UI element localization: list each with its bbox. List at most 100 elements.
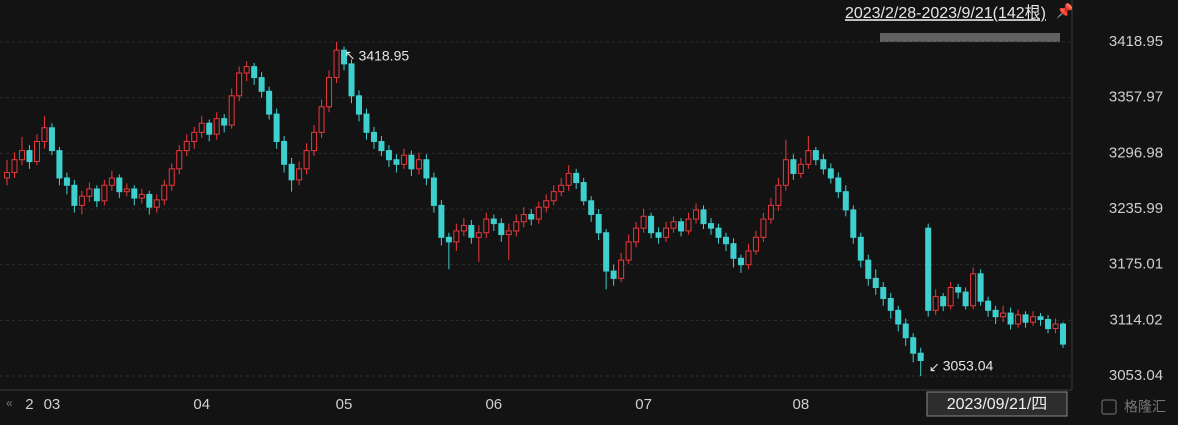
candle-body — [708, 223, 714, 229]
candle-body — [842, 191, 849, 211]
candle-body — [663, 227, 670, 238]
candle-body — [827, 168, 834, 179]
candle-body — [790, 159, 797, 174]
candle-body — [341, 49, 348, 65]
x-tick-label: 04 — [193, 396, 210, 413]
candle-body — [925, 227, 932, 311]
candle-body — [1000, 312, 1007, 318]
candle-body — [558, 184, 565, 193]
candle-body — [183, 140, 190, 152]
candle-body — [93, 188, 100, 202]
candle-body — [992, 309, 999, 318]
candle-body — [296, 168, 303, 181]
candle-body — [26, 150, 33, 163]
pin-icon[interactable]: 📌 — [1056, 2, 1074, 20]
candle-body — [326, 77, 333, 108]
candle-body — [543, 200, 550, 208]
range-title[interactable]: 2023/2/28-2023/9/21(142根) — [845, 4, 1046, 22]
candle-body — [670, 221, 677, 229]
candle-body — [4, 172, 10, 179]
date-box — [926, 391, 1068, 417]
candle-body — [1060, 323, 1066, 345]
candle-body — [56, 150, 63, 179]
candle-body — [370, 131, 377, 142]
candle-body — [468, 224, 475, 238]
watermark: 格隆汇 — [1124, 399, 1166, 415]
candle-body — [101, 184, 108, 202]
watermark-logo — [1101, 399, 1117, 415]
candle-body — [880, 287, 887, 299]
candle-body — [266, 90, 273, 115]
candle-body — [408, 154, 415, 170]
candle-body — [1045, 318, 1052, 330]
candle-body — [565, 172, 572, 186]
candle-body — [86, 188, 93, 197]
candle-body — [363, 113, 370, 133]
candle-body — [932, 296, 939, 311]
candle-body — [655, 232, 662, 238]
candle-body — [415, 159, 422, 170]
candle-body — [221, 118, 228, 126]
candle-body — [1052, 323, 1059, 330]
candle-body — [947, 287, 954, 307]
candle-body — [775, 184, 782, 206]
candle-body — [228, 95, 235, 126]
candle-body — [475, 232, 482, 238]
candle-body — [213, 118, 220, 135]
y-tick-label: 3418.95 — [1109, 33, 1163, 50]
candle-body — [648, 215, 655, 234]
candle-body — [693, 209, 700, 220]
candle-body — [78, 195, 85, 206]
candle-body — [895, 309, 902, 325]
candle-body — [970, 273, 977, 307]
candle-body — [955, 287, 962, 293]
candle-body — [146, 193, 153, 208]
x-tick-label: 08 — [793, 396, 810, 413]
candle-body — [356, 95, 362, 115]
candle-body — [902, 323, 909, 339]
candle-body — [940, 296, 947, 307]
candle-body — [678, 221, 685, 232]
candle-body — [985, 300, 992, 311]
candle-body — [460, 224, 467, 232]
candle-body — [820, 159, 827, 170]
candle-body — [1022, 314, 1029, 323]
candle-body — [393, 159, 400, 165]
scroll-left-icon[interactable]: « — [6, 396, 13, 410]
progress-strip — [880, 33, 1060, 42]
candle-body — [176, 150, 183, 170]
candle-body — [161, 184, 168, 201]
candle-body — [685, 218, 692, 232]
candle-body — [700, 209, 707, 225]
candle-body — [1015, 314, 1022, 325]
candle-body — [917, 352, 924, 362]
candle-body — [490, 218, 497, 225]
candle-body — [962, 291, 969, 307]
candle-body — [498, 223, 505, 236]
candle-body — [797, 163, 804, 174]
min-arrow: ↙ — [929, 359, 940, 374]
candle-body — [977, 273, 984, 302]
x-tick-label: 03 — [44, 396, 61, 413]
candle-body — [385, 150, 392, 161]
candle-body — [782, 159, 789, 186]
candle-body — [767, 204, 774, 220]
candle-body — [288, 163, 295, 181]
candle-body — [438, 204, 445, 238]
candle-body — [595, 213, 602, 234]
candle-body — [311, 131, 318, 152]
candle-body — [258, 77, 265, 92]
candle-body — [865, 259, 872, 279]
candle-body — [1030, 316, 1037, 323]
candle-body — [573, 172, 580, 184]
candle-body — [1037, 316, 1044, 320]
x-tick-label: 07 — [635, 396, 652, 413]
candle-body — [1007, 312, 1014, 325]
candle-body — [535, 206, 542, 220]
candle-body — [303, 150, 310, 170]
candle-body — [752, 236, 759, 252]
candle-body — [618, 259, 625, 279]
candle-body — [333, 49, 340, 79]
